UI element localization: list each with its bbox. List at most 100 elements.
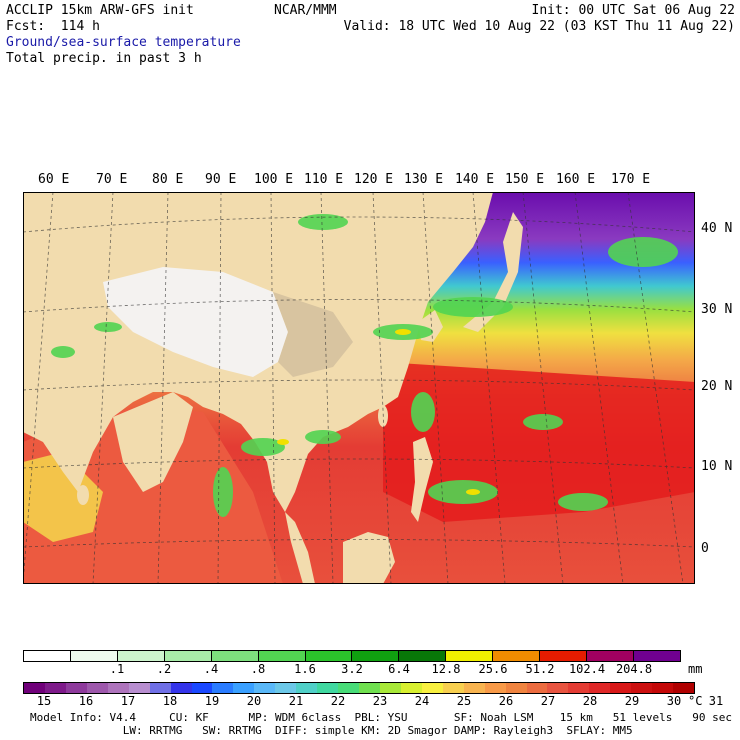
heavy-precip [277,329,480,495]
precip-tick: 6.4 [388,662,410,676]
precip-tick: 12.8 [431,662,461,676]
plateau-shading [273,292,353,377]
temperature-swatch [107,683,129,693]
organization: NCAR/MMM [274,3,337,18]
precip-tick: .1 [109,662,125,676]
precip-swatch [24,651,71,661]
warm-pool [383,362,695,522]
sri-lanka [77,485,89,505]
lat-label: 10 N [701,459,733,474]
japan [463,212,523,332]
temperature-tick: 27 [540,694,556,708]
temperature-tick: 31 [708,694,724,708]
temperature-swatch [505,683,527,693]
temperature-swatch [170,683,192,693]
temperature-tick: 20 [246,694,262,708]
precip-tick: 25.6 [478,662,508,676]
temperature-swatch [568,683,590,693]
temperature-swatch [65,683,87,693]
philippines [411,437,433,522]
lat-label: 0 [701,541,709,556]
temperature-swatch [526,683,548,693]
temperature-tick: 26 [498,694,514,708]
temperature-tick: 17 [120,694,136,708]
model-info-line2: LW: RRTMG SW: RRTMG DIFF: simple KM: 2D … [30,724,633,737]
precip-patches [51,214,678,517]
temperature-swatch [610,683,632,693]
temperature-tick: 21 [288,694,304,708]
temperature-swatch [631,683,653,693]
temperature-swatch [275,683,297,693]
temperature-swatch [296,683,318,693]
precip-unit: mm [688,662,703,676]
tibetan-plateau [103,267,288,377]
lon-label: 150 E [505,172,545,187]
temperature-tick: 15 [36,694,52,708]
precip-tick: 51.2 [525,662,555,676]
temperature-tick: 18 [162,694,178,708]
precip-tick: 204.8 [615,662,653,676]
temperature-tick: 25 [456,694,472,708]
field-surface-temperature: Ground/sea-surface temperature [6,35,241,50]
model-title: ACCLIP 15km ARW-GFS init [6,3,194,18]
precip-tick: .4 [203,662,219,676]
precip-swatch [399,651,447,661]
precip-tick: .2 [156,662,172,676]
temperature-swatch [652,683,674,693]
precip-swatch [587,651,634,661]
temperature-swatch [128,683,150,693]
forecast-map [23,192,695,584]
precip-color-bar [23,650,681,662]
temperature-swatch [589,683,611,693]
temperature-swatch [673,683,694,693]
temperature-tick: 28 [582,694,598,708]
lat-label: 40 N [701,221,733,236]
temperature-tick: 23 [372,694,388,708]
temperature-swatch [359,683,380,693]
temperature-tick: 16 [78,694,94,708]
lon-label: 160 E [556,172,596,187]
lon-label: 110 E [304,172,344,187]
temperature-swatch [338,683,359,693]
init-time: Init: 00 UTC Sat 06 Aug 22 [531,3,736,18]
lon-label: 70 E [96,172,128,187]
temperature-swatch [212,683,234,693]
lon-label: 140 E [455,172,495,187]
temperature-tick: 29 [624,694,640,708]
lat-label: 20 N [701,379,733,394]
temperature-swatch [24,683,45,693]
temperature-swatch [254,683,276,693]
forecast-hour: Fcst: 114 h [6,19,100,34]
graticule [23,192,695,584]
india [113,392,193,492]
precip-swatch [305,651,353,661]
lon-label: 90 E [205,172,237,187]
precip-tick: 3.2 [341,662,363,676]
lon-label: 120 E [354,172,394,187]
malay-peninsula [285,512,315,584]
temperature-swatch [442,683,464,693]
lon-label: 60 E [38,172,70,187]
precip-swatch [352,651,400,661]
temperature-color-bar [23,682,695,694]
precip-swatch [258,651,306,661]
precip-swatch [117,651,165,661]
borneo [343,532,395,584]
precip-tick: .8 [250,662,266,676]
precip-swatch [540,651,588,661]
lat-label: 30 N [701,302,733,317]
valid-time: Valid: 18 UTC Wed 10 Aug 22 (03 KST Thu … [343,19,735,34]
field-total-precip: Total precip. in past 3 h [6,51,202,66]
temperature-swatch [233,683,255,693]
temperature-tick: 19 [204,694,220,708]
lon-label: 80 E [152,172,184,187]
temperature-swatch [400,683,422,693]
lon-label: 130 E [404,172,444,187]
temperature-swatch [421,683,443,693]
lon-label: 100 E [254,172,294,187]
temperature-swatch [379,683,401,693]
precip-swatch [211,651,259,661]
temperature-swatch [149,683,171,693]
precip-tick: 1.6 [294,662,316,676]
temperature-swatch [191,683,213,693]
